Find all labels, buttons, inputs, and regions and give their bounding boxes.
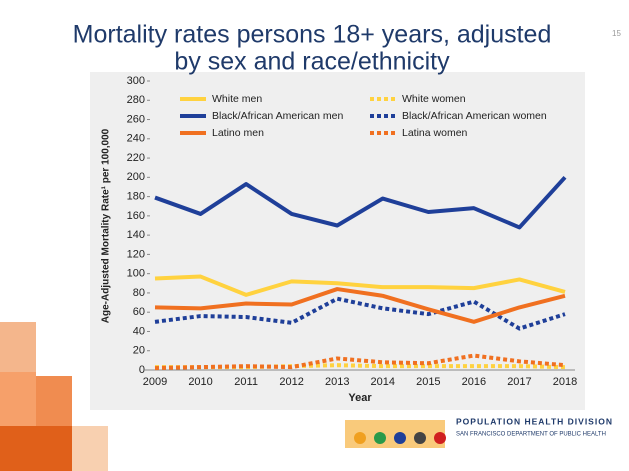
legend-label: Black/African American women — [402, 110, 547, 122]
y-tick-label: 200 — [127, 171, 145, 183]
y-tick-label: 220 — [127, 152, 145, 164]
logo — [345, 420, 446, 448]
series-line — [155, 363, 566, 370]
y-tick-label: 120 — [127, 248, 145, 260]
y-axis-label: Age-Adjusted Mortality Rate¹ per 100,000 — [101, 128, 112, 323]
y-tick-label: 20 — [133, 345, 145, 357]
legend-label: Latina women — [402, 127, 468, 139]
y-tick-label: 240 — [127, 133, 145, 145]
legend-label: White men — [212, 93, 262, 105]
x-tick-label: 2012 — [279, 376, 303, 388]
x-tick-label: 2014 — [371, 376, 395, 388]
series-line — [154, 175, 567, 230]
x-tick-label: 2018 — [553, 376, 577, 388]
y-tick-label: 300 — [127, 75, 145, 87]
x-tick-label: 2013 — [325, 376, 349, 388]
x-tick-label: 2009 — [143, 376, 167, 388]
logo-title: POPULATION HEALTH DIVISION — [456, 416, 613, 426]
series-line — [154, 296, 566, 331]
y-tick-label: 0 — [139, 364, 145, 376]
series-line — [154, 353, 566, 371]
legend-label: Latino men — [212, 127, 264, 139]
y-tick-label: 140 — [127, 229, 145, 241]
legend-label: White women — [402, 93, 466, 105]
x-axis-label: Year — [348, 392, 372, 404]
y-tick-label: 160 — [127, 210, 145, 222]
y-tick-label: 40 — [133, 325, 145, 337]
y-tick-label: 60 — [133, 306, 145, 318]
title-line: by sex and race/ethnicity — [174, 48, 450, 76]
title-line: Mortality rates persons 18+ years, adjus… — [73, 21, 552, 49]
series-line — [154, 287, 566, 324]
y-tick-label: 180 — [127, 191, 145, 203]
series-line — [154, 274, 566, 297]
y-tick-label: 260 — [127, 113, 145, 125]
x-tick-label: 2010 — [188, 376, 212, 388]
y-tick-label: 80 — [133, 287, 145, 299]
legend-label: Black/African American men — [212, 110, 343, 122]
logo-subtitle: SAN FRANCISCO DEPARTMENT OF PUBLIC HEALT… — [456, 432, 606, 438]
x-tick-label: 2015 — [416, 376, 440, 388]
x-tick-label: 2016 — [462, 376, 486, 388]
y-tick-label: 100 — [127, 268, 145, 280]
chart-panel — [90, 72, 585, 410]
y-tick-label: 280 — [127, 94, 145, 106]
page-number: 15 — [612, 29, 621, 38]
x-tick-label: 2017 — [507, 376, 531, 388]
x-tick-label: 2011 — [234, 376, 258, 388]
decoration — [0, 322, 108, 471]
